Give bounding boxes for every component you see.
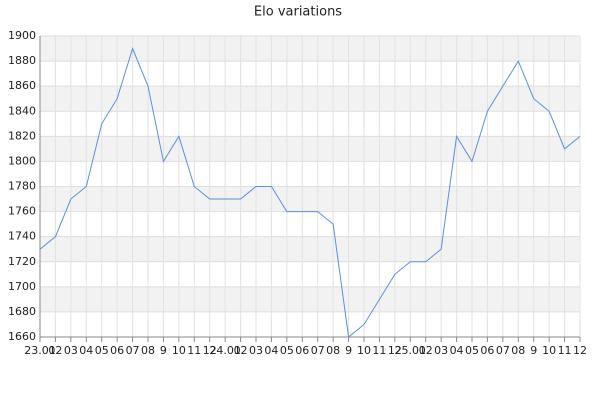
x-tick-label: 11 bbox=[372, 344, 386, 357]
x-tick-label: 12 bbox=[203, 344, 217, 357]
x-tick-label: 10 bbox=[357, 344, 371, 357]
x-tick-label: 06 bbox=[110, 344, 124, 357]
x-tick-label: 11 bbox=[558, 344, 572, 357]
x-tick-label: 11 bbox=[187, 344, 201, 357]
x-tick-label: 04 bbox=[79, 344, 93, 357]
grid-band bbox=[40, 36, 580, 62]
x-tick-label: 23.01 bbox=[24, 344, 56, 357]
x-tick-label: 03 bbox=[64, 344, 78, 357]
x-tick-label: 24.01 bbox=[209, 344, 241, 357]
y-tick-label: 1880 bbox=[8, 54, 36, 67]
x-tick-label: 06 bbox=[295, 344, 309, 357]
x-tick-label: 07 bbox=[311, 344, 325, 357]
x-tick-label: 08 bbox=[141, 344, 155, 357]
x-tick-label: 04 bbox=[264, 344, 278, 357]
x-tick-label: 04 bbox=[450, 344, 464, 357]
y-tick-label: 1700 bbox=[8, 280, 36, 293]
x-tick-label: 05 bbox=[280, 344, 294, 357]
grid-band bbox=[40, 136, 580, 162]
grid-band bbox=[40, 86, 580, 112]
x-tick-label: 12 bbox=[388, 344, 402, 357]
x-tick-label: 08 bbox=[511, 344, 525, 357]
y-tick-label: 1820 bbox=[8, 129, 36, 142]
y-tick-label: 1780 bbox=[8, 180, 36, 193]
grid-band bbox=[40, 186, 580, 212]
y-tick-label: 1900 bbox=[8, 29, 36, 42]
y-tick-label: 1760 bbox=[8, 205, 36, 218]
y-tick-label: 1840 bbox=[8, 104, 36, 117]
y-tick-label: 1740 bbox=[8, 230, 36, 243]
x-tick-label: 9 bbox=[160, 344, 167, 357]
x-tick-label: 02 bbox=[234, 344, 248, 357]
x-tick-label: 07 bbox=[126, 344, 140, 357]
grid-band bbox=[40, 286, 580, 312]
x-tick-label: 08 bbox=[326, 344, 340, 357]
x-tick-label: 07 bbox=[496, 344, 510, 357]
y-tick-label: 1680 bbox=[8, 305, 36, 318]
y-tick-label: 1660 bbox=[8, 330, 36, 343]
x-tick-label: 10 bbox=[542, 344, 556, 357]
x-tick-label: 06 bbox=[480, 344, 494, 357]
x-tick-label: 25.01 bbox=[395, 344, 427, 357]
y-tick-label: 1720 bbox=[8, 255, 36, 268]
x-tick-label: 05 bbox=[95, 344, 109, 357]
x-tick-label: 9 bbox=[345, 344, 352, 357]
x-tick-label: 05 bbox=[465, 344, 479, 357]
grid-band bbox=[40, 236, 580, 262]
x-tick-label: 10 bbox=[172, 344, 186, 357]
x-tick-label: 03 bbox=[434, 344, 448, 357]
y-tick-label: 1800 bbox=[8, 154, 36, 167]
x-tick-label: 12 bbox=[573, 344, 587, 357]
chart-title: Elo variations bbox=[254, 5, 342, 20]
x-tick-label: 9 bbox=[530, 344, 537, 357]
x-tick-label: 02 bbox=[48, 344, 62, 357]
x-tick-label: 02 bbox=[419, 344, 433, 357]
line bbox=[39, 47, 581, 338]
y-tick-label: 1860 bbox=[8, 79, 36, 92]
x-tick-label: 03 bbox=[249, 344, 263, 357]
